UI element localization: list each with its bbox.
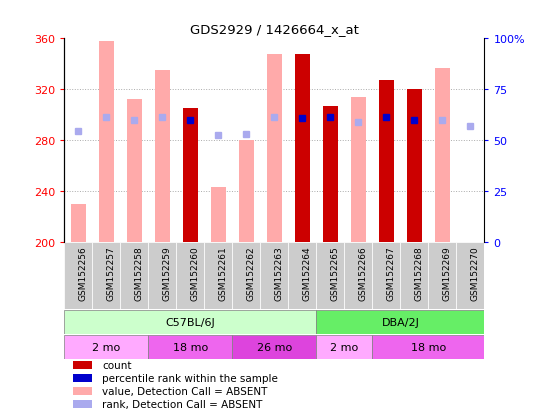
- Text: GSM152266: GSM152266: [358, 245, 367, 300]
- Bar: [239, 141, 254, 242]
- Bar: [316, 242, 344, 310]
- Text: C57BL/6J: C57BL/6J: [166, 317, 215, 327]
- Bar: [295, 55, 310, 242]
- Bar: [148, 335, 232, 359]
- Bar: [73, 361, 92, 369]
- Bar: [120, 242, 148, 310]
- Bar: [344, 242, 372, 310]
- Bar: [176, 242, 204, 310]
- Text: 18 mo: 18 mo: [411, 342, 446, 352]
- Text: 26 mo: 26 mo: [257, 342, 292, 352]
- Bar: [71, 204, 86, 242]
- Bar: [428, 242, 456, 310]
- Text: GSM152257: GSM152257: [106, 245, 115, 300]
- Bar: [64, 242, 92, 310]
- Text: GSM152262: GSM152262: [246, 245, 255, 300]
- Bar: [64, 335, 148, 359]
- Text: GSM152265: GSM152265: [330, 245, 339, 300]
- Bar: [316, 310, 484, 334]
- Text: rank, Detection Call = ABSENT: rank, Detection Call = ABSENT: [102, 399, 263, 409]
- Text: GDS2929 / 1426664_x_at: GDS2929 / 1426664_x_at: [190, 23, 359, 36]
- Bar: [211, 188, 226, 242]
- Bar: [73, 387, 92, 395]
- Bar: [316, 335, 372, 359]
- Bar: [232, 242, 260, 310]
- Text: GSM152264: GSM152264: [302, 245, 311, 300]
- Bar: [73, 400, 92, 408]
- Bar: [99, 42, 114, 242]
- Text: GSM152267: GSM152267: [386, 245, 395, 300]
- Text: GSM152258: GSM152258: [134, 245, 143, 300]
- Text: count: count: [102, 360, 132, 370]
- Text: percentile rank within the sample: percentile rank within the sample: [102, 373, 278, 383]
- Text: value, Detection Call = ABSENT: value, Detection Call = ABSENT: [102, 386, 268, 396]
- Bar: [407, 90, 422, 242]
- Bar: [400, 242, 428, 310]
- Bar: [379, 81, 394, 242]
- Bar: [372, 242, 400, 310]
- Bar: [127, 100, 142, 242]
- Text: 2 mo: 2 mo: [92, 342, 120, 352]
- Bar: [260, 242, 288, 310]
- Text: GSM152270: GSM152270: [470, 245, 479, 300]
- Bar: [92, 242, 120, 310]
- Bar: [435, 69, 450, 242]
- Text: GSM152260: GSM152260: [190, 245, 199, 300]
- Text: GSM152259: GSM152259: [162, 245, 171, 300]
- Text: 2 mo: 2 mo: [330, 342, 358, 352]
- Bar: [288, 242, 316, 310]
- Bar: [232, 335, 316, 359]
- Text: 18 mo: 18 mo: [173, 342, 208, 352]
- Text: DBA/2J: DBA/2J: [381, 317, 419, 327]
- Bar: [73, 374, 92, 382]
- Text: GSM152269: GSM152269: [442, 245, 451, 300]
- Text: GSM152256: GSM152256: [78, 245, 87, 300]
- Bar: [267, 55, 282, 242]
- Bar: [155, 71, 170, 242]
- Text: GSM152263: GSM152263: [274, 245, 283, 300]
- Bar: [456, 242, 484, 310]
- Text: GSM152261: GSM152261: [218, 245, 227, 300]
- Bar: [148, 242, 176, 310]
- Bar: [183, 109, 198, 242]
- Bar: [64, 310, 316, 334]
- Bar: [204, 242, 232, 310]
- Bar: [372, 335, 484, 359]
- Bar: [323, 107, 338, 242]
- Bar: [351, 97, 366, 242]
- Text: GSM152268: GSM152268: [414, 245, 423, 300]
